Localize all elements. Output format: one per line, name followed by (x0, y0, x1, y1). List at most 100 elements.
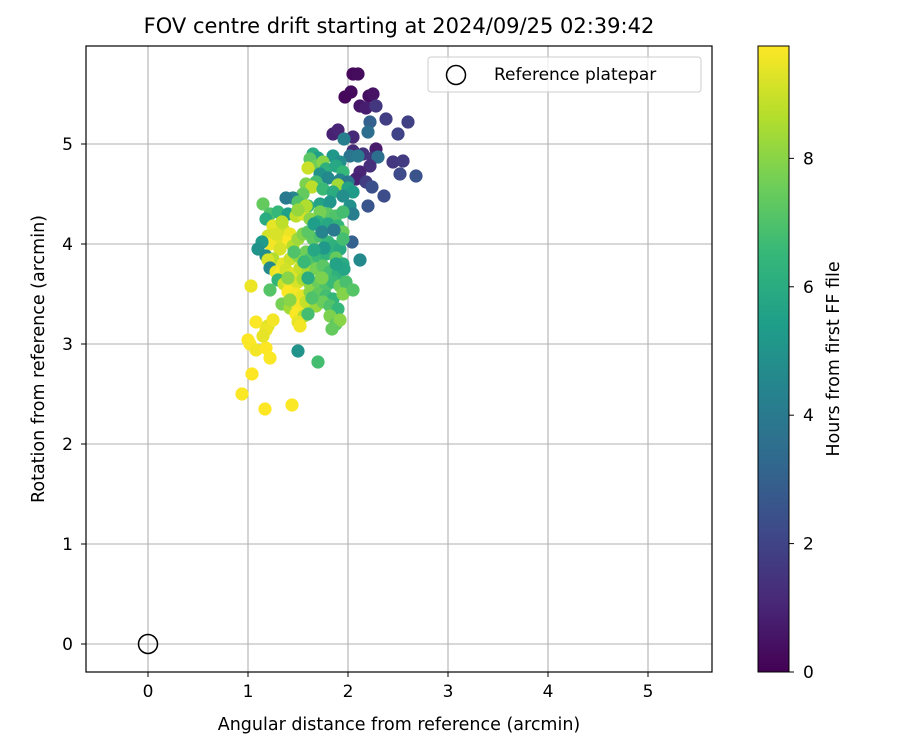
data-point (256, 329, 270, 343)
data-point (287, 245, 301, 259)
data-point (307, 217, 321, 231)
data-point (305, 180, 319, 194)
data-point (359, 101, 373, 115)
data-point (353, 253, 367, 267)
data-point (326, 185, 340, 199)
data-point (245, 367, 259, 381)
data-point (311, 355, 325, 369)
data-point (329, 257, 343, 271)
data-point (409, 169, 423, 183)
colorbar-tick-label: 6 (803, 278, 814, 298)
data-point (301, 271, 315, 285)
data-point (321, 171, 335, 185)
data-point (391, 127, 405, 141)
legend-label-reference: Reference platepar (494, 65, 656, 85)
data-point (315, 271, 329, 285)
data-point (363, 115, 377, 129)
data-point (305, 291, 319, 305)
data-point (346, 283, 360, 297)
legend-marker-reference (445, 64, 467, 86)
data-point (317, 241, 331, 255)
y-tick-label: 3 (62, 335, 73, 355)
data-point (336, 189, 350, 203)
data-point (266, 313, 280, 327)
reference-platepar-marker (137, 633, 159, 655)
data-point (363, 159, 377, 173)
data-point (369, 99, 383, 113)
x-tick-label: 0 (143, 682, 154, 702)
data-point (283, 293, 297, 307)
data-point (313, 205, 327, 219)
chart-title: FOV centre drift starting at 2024/09/25 … (144, 14, 655, 38)
data-point (249, 343, 263, 357)
data-point (301, 307, 315, 321)
data-point (263, 351, 277, 365)
data-point (315, 225, 329, 239)
data-point (256, 197, 270, 211)
x-axis-ticks: 0 1 2 3 4 5 (143, 672, 654, 702)
data-point (291, 203, 305, 217)
data-point (323, 195, 337, 209)
data-point (401, 115, 415, 129)
data-point (336, 287, 350, 301)
x-tick-label: 2 (343, 682, 354, 702)
data-point (393, 167, 407, 181)
data-point (269, 227, 283, 241)
data-point (281, 271, 295, 285)
data-point (379, 112, 393, 126)
data-point (273, 242, 287, 256)
data-point (346, 185, 360, 199)
colorbar-tick-label: 8 (803, 149, 814, 169)
data-point (336, 232, 350, 246)
colorbar-tick-label: 4 (803, 406, 814, 426)
data-point (336, 205, 350, 219)
data-point (316, 182, 330, 196)
data-point (365, 180, 379, 194)
data-point (279, 191, 293, 205)
data-point (263, 283, 277, 297)
data-point (291, 344, 305, 358)
data-point (244, 279, 258, 293)
data-point (327, 223, 341, 237)
data-point (307, 243, 321, 257)
data-point (361, 125, 375, 139)
x-tick-label: 3 (443, 682, 454, 702)
data-point (333, 313, 347, 327)
data-point (271, 205, 285, 219)
data-point (301, 161, 315, 175)
legend-box (427, 56, 702, 93)
data-point (361, 199, 375, 213)
x-tick-label: 5 (643, 682, 654, 702)
data-point (338, 90, 352, 104)
x-tick-label: 1 (243, 682, 254, 702)
y-tick-label: 4 (62, 235, 73, 255)
data-point (337, 132, 351, 146)
data-point (258, 402, 272, 416)
data-point (275, 215, 289, 229)
colorbar-label: Hours from first FF file (824, 261, 844, 456)
data-point (396, 154, 410, 168)
colorbar-tick-label: 2 (803, 535, 814, 555)
y-tick-label: 0 (62, 635, 73, 655)
data-point (235, 387, 249, 401)
y-tick-label: 2 (62, 435, 73, 455)
data-point (249, 315, 263, 329)
data-point (386, 155, 400, 169)
colorbar-ticks: 0 2 4 6 8 (789, 149, 814, 683)
colorbar: 0 2 4 6 8 Hours from first FF file (757, 45, 844, 683)
x-axis-label: Angular distance from reference (arcmin) (218, 715, 581, 735)
data-point (325, 322, 339, 336)
x-tick-label: 4 (543, 682, 554, 702)
y-axis-ticks: 0 1 2 3 4 5 (62, 135, 86, 655)
legend: Reference platepar (427, 56, 702, 93)
data-point (293, 319, 307, 333)
data-point (377, 189, 391, 203)
data-point (297, 255, 311, 269)
colorbar-tick-label: 0 (803, 663, 814, 683)
colorbar-gradient (757, 45, 790, 673)
y-tick-label: 1 (62, 535, 73, 555)
data-point (259, 341, 273, 355)
plot-frame (85, 45, 713, 673)
data-point (351, 67, 365, 81)
